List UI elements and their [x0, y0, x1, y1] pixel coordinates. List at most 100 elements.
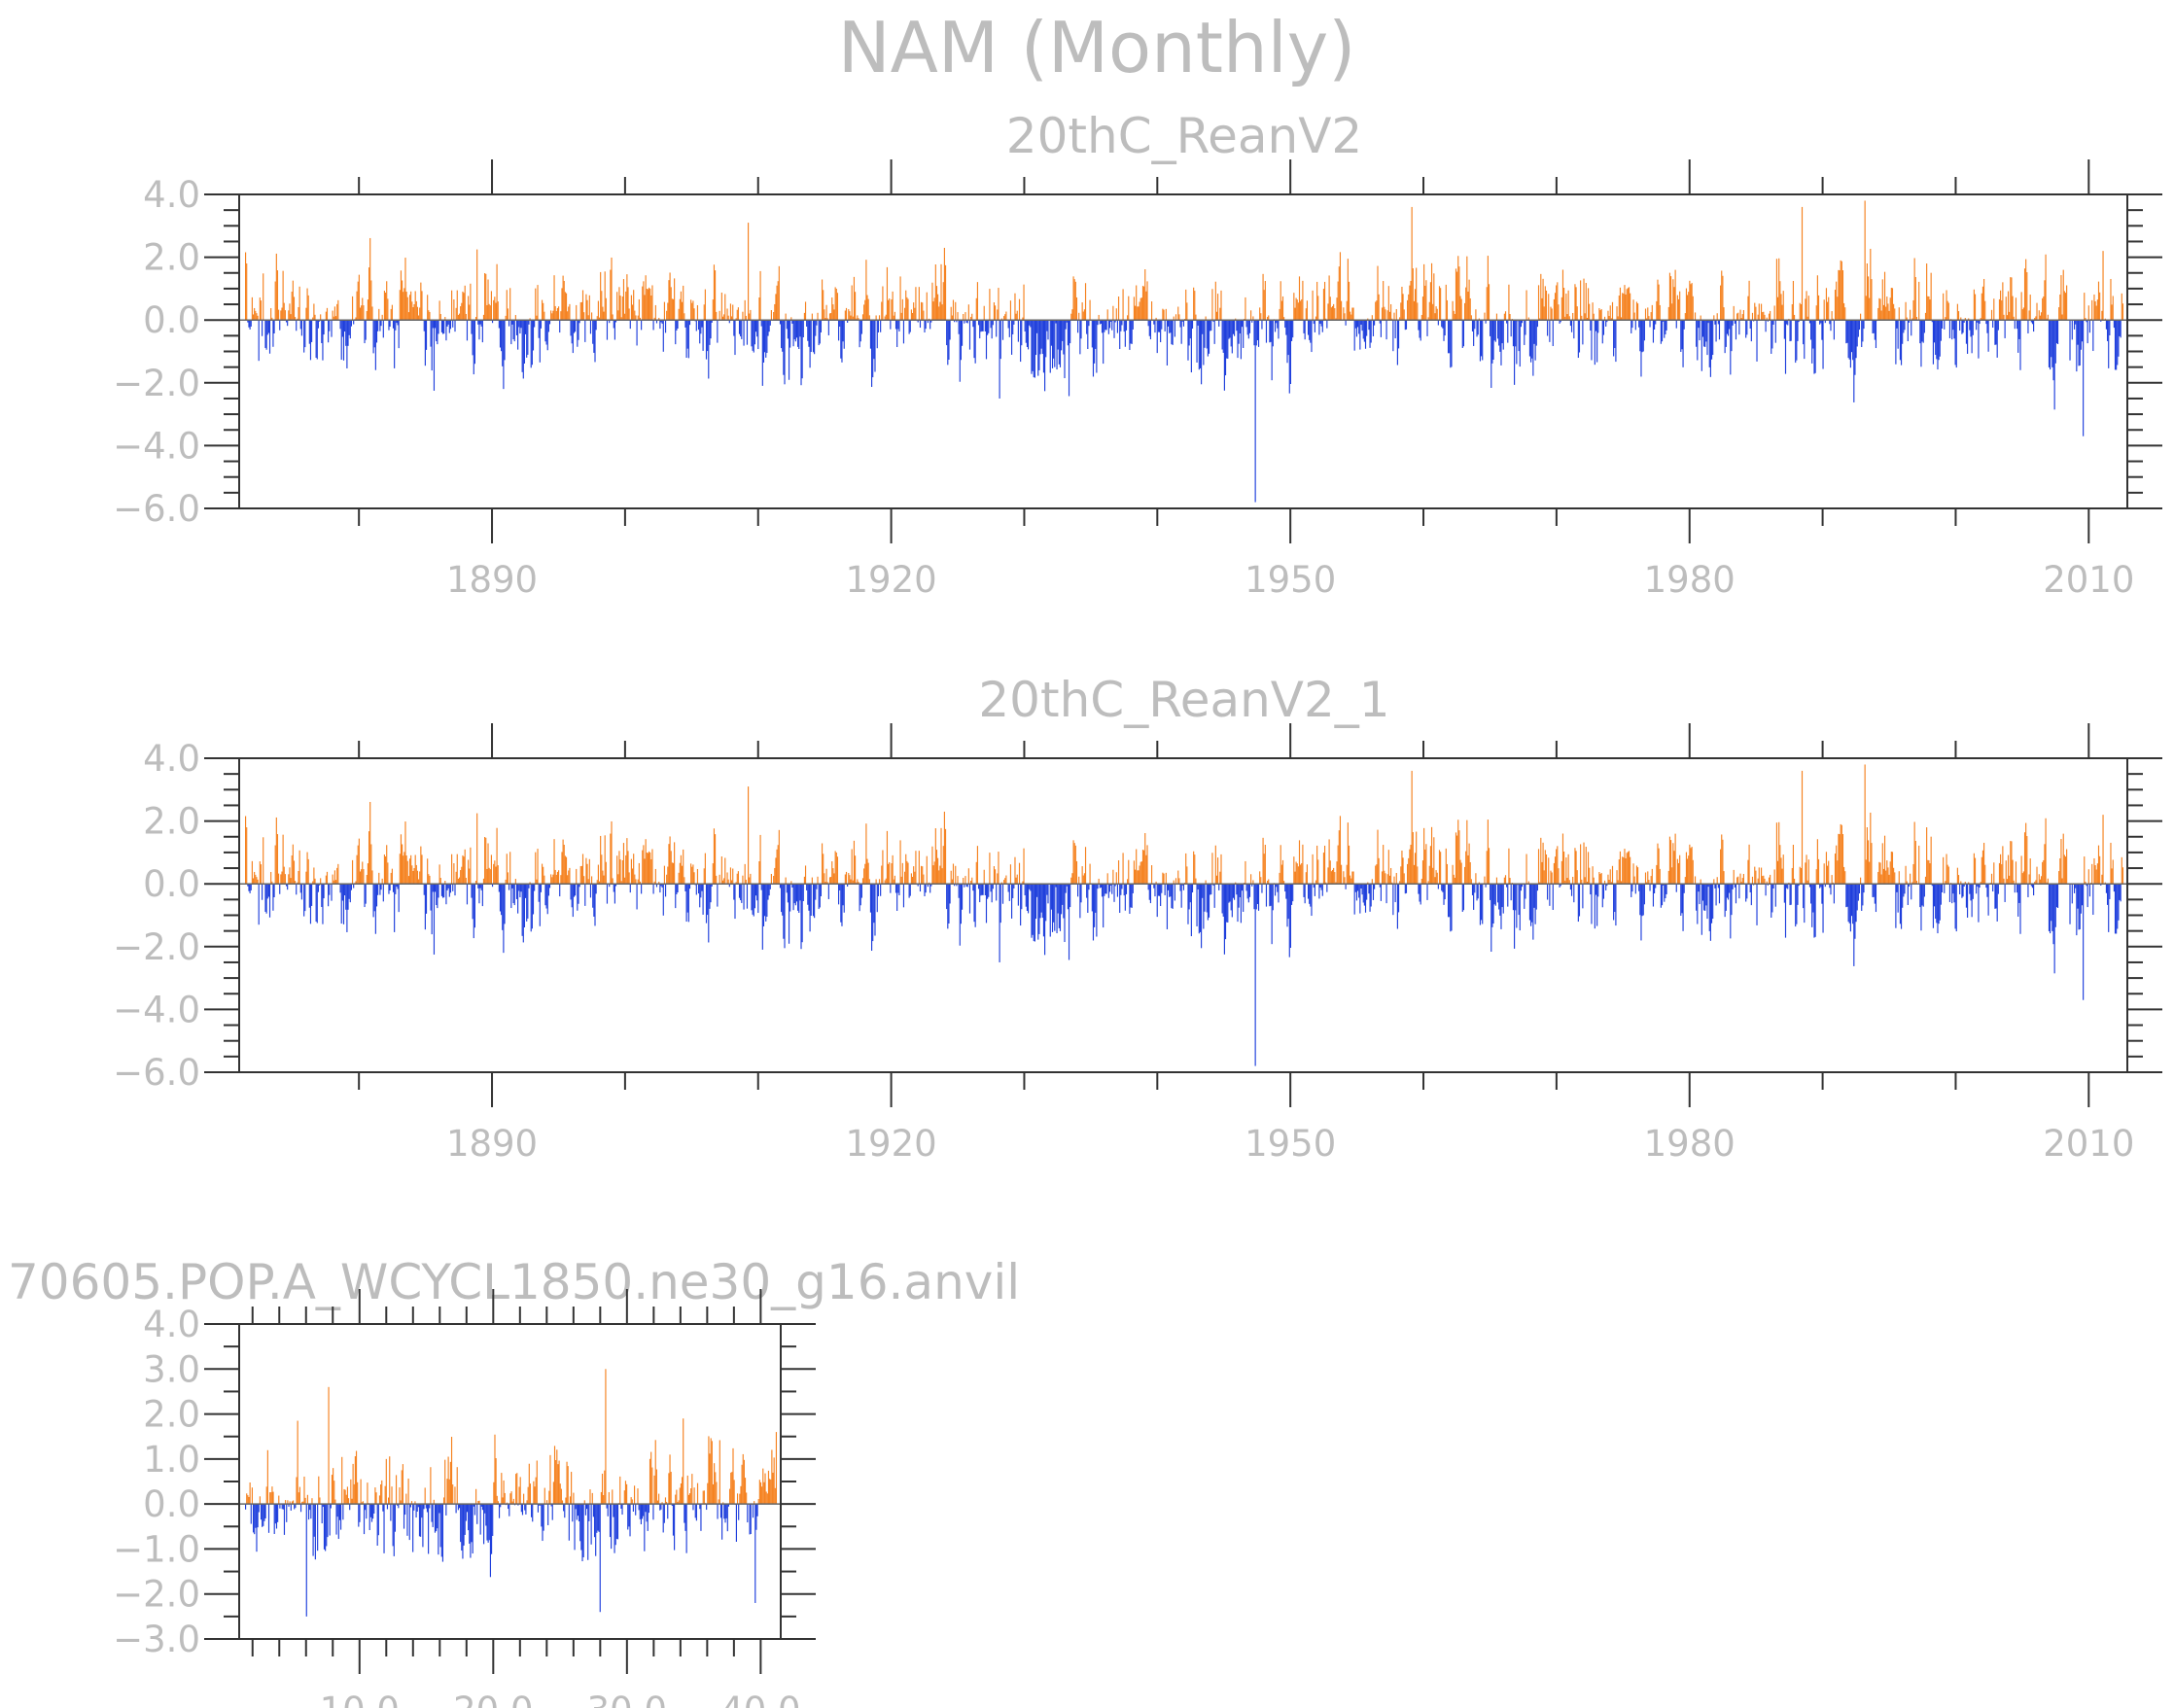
bar-positive [1421, 296, 1424, 321]
bar-positive [1911, 318, 1913, 321]
bar-negative [424, 320, 426, 366]
bar-positive [683, 1418, 684, 1505]
bar-negative [917, 884, 919, 887]
bar-negative [1552, 884, 1554, 910]
bar-negative [396, 884, 398, 888]
bar-positive [2022, 307, 2024, 321]
bar-positive [246, 263, 248, 321]
bar-positive [832, 868, 834, 885]
bar-positive [1998, 862, 2001, 885]
bar-negative [726, 1504, 728, 1532]
bar-positive [488, 303, 490, 321]
bar-negative [896, 884, 898, 911]
bar-positive [983, 305, 985, 321]
bar-negative [349, 1504, 351, 1511]
bar-positive [1677, 862, 1680, 885]
bar-positive [1214, 281, 1216, 321]
bar-positive [2040, 876, 2043, 885]
bar-positive [899, 276, 901, 321]
bar-positive [1733, 869, 1735, 885]
bar-positive [2059, 857, 2061, 885]
bar-negative [1182, 884, 1185, 890]
bar-positive [939, 865, 941, 885]
bar-negative [548, 320, 551, 325]
bar-negative [1196, 884, 1198, 926]
bar-positive [2045, 818, 2047, 885]
bar-negative [398, 884, 400, 913]
bar-positive [831, 297, 833, 321]
bar-negative [860, 884, 862, 898]
bar-positive [2006, 315, 2008, 321]
bar-positive [1334, 872, 1336, 885]
bar-negative [1829, 884, 1831, 889]
bar-negative [1734, 884, 1736, 888]
bar-positive [280, 874, 282, 885]
bar-negative [1712, 884, 1714, 920]
bar-negative [1285, 884, 1287, 899]
bar-negative [2053, 320, 2055, 410]
bar-positive [906, 860, 908, 885]
bar-negative [1304, 884, 1306, 904]
bar-positive [1891, 288, 1894, 321]
bar-negative [757, 884, 759, 914]
bar-positive [736, 873, 738, 885]
bar-negative [2052, 320, 2054, 381]
bar-negative [1461, 320, 1463, 348]
bar-negative [1532, 884, 1534, 940]
bar-positive [1429, 846, 1431, 885]
bar-positive [462, 291, 464, 321]
bar-positive [1509, 314, 1511, 321]
bar-positive [1163, 873, 1165, 885]
bar-positive [270, 1492, 272, 1505]
bar-positive [766, 1493, 768, 1505]
bar-positive [1295, 297, 1297, 321]
bar-negative [328, 884, 330, 907]
bar-negative [1962, 884, 1964, 897]
bar-positive [1623, 857, 1625, 885]
bar-positive [283, 866, 285, 885]
bar-positive [1023, 848, 1025, 885]
bar-positive [993, 302, 996, 321]
bar-negative [787, 884, 789, 903]
bar-negative [1804, 884, 1806, 924]
bar-positive [1330, 307, 1332, 321]
panel-3-ticks [204, 1289, 816, 1674]
bar-positive [2110, 278, 2112, 321]
bar-negative [2051, 320, 2053, 367]
bar-negative [1795, 884, 1797, 927]
bar-positive [921, 301, 923, 321]
bar-negative [1034, 320, 1037, 356]
bar-negative [1476, 884, 1478, 901]
bar-positive [1470, 879, 1472, 885]
bar-negative [452, 884, 454, 891]
bar-positive [325, 875, 327, 885]
bar-negative [1532, 320, 1534, 376]
bar-positive [621, 296, 623, 321]
bar-negative [781, 884, 783, 913]
bar-negative [783, 320, 785, 375]
bar-positive [602, 306, 604, 321]
bar-positive [1071, 873, 1073, 885]
bar-positive [1488, 848, 1490, 885]
bar-positive [679, 1487, 681, 1505]
bar-positive [537, 849, 539, 885]
bar-negative [1029, 884, 1031, 889]
bar-positive [496, 263, 498, 321]
bar-positive [1348, 845, 1350, 885]
bar-negative [439, 1504, 441, 1548]
bar-negative [247, 320, 249, 323]
bar-positive [720, 855, 722, 885]
bar-negative [1042, 884, 1045, 937]
bar-negative [1079, 884, 1081, 919]
bar-negative [810, 320, 812, 353]
bar-positive [495, 302, 497, 321]
bar-negative [1355, 884, 1358, 901]
bar-negative [1524, 884, 1525, 909]
bar-positive [1280, 281, 1281, 321]
bar-positive [506, 1502, 508, 1505]
bar-positive [586, 299, 588, 321]
bar-positive [1913, 258, 1915, 321]
bar-positive [642, 286, 644, 321]
bar-negative [927, 320, 929, 324]
bar-negative [1578, 320, 1581, 353]
